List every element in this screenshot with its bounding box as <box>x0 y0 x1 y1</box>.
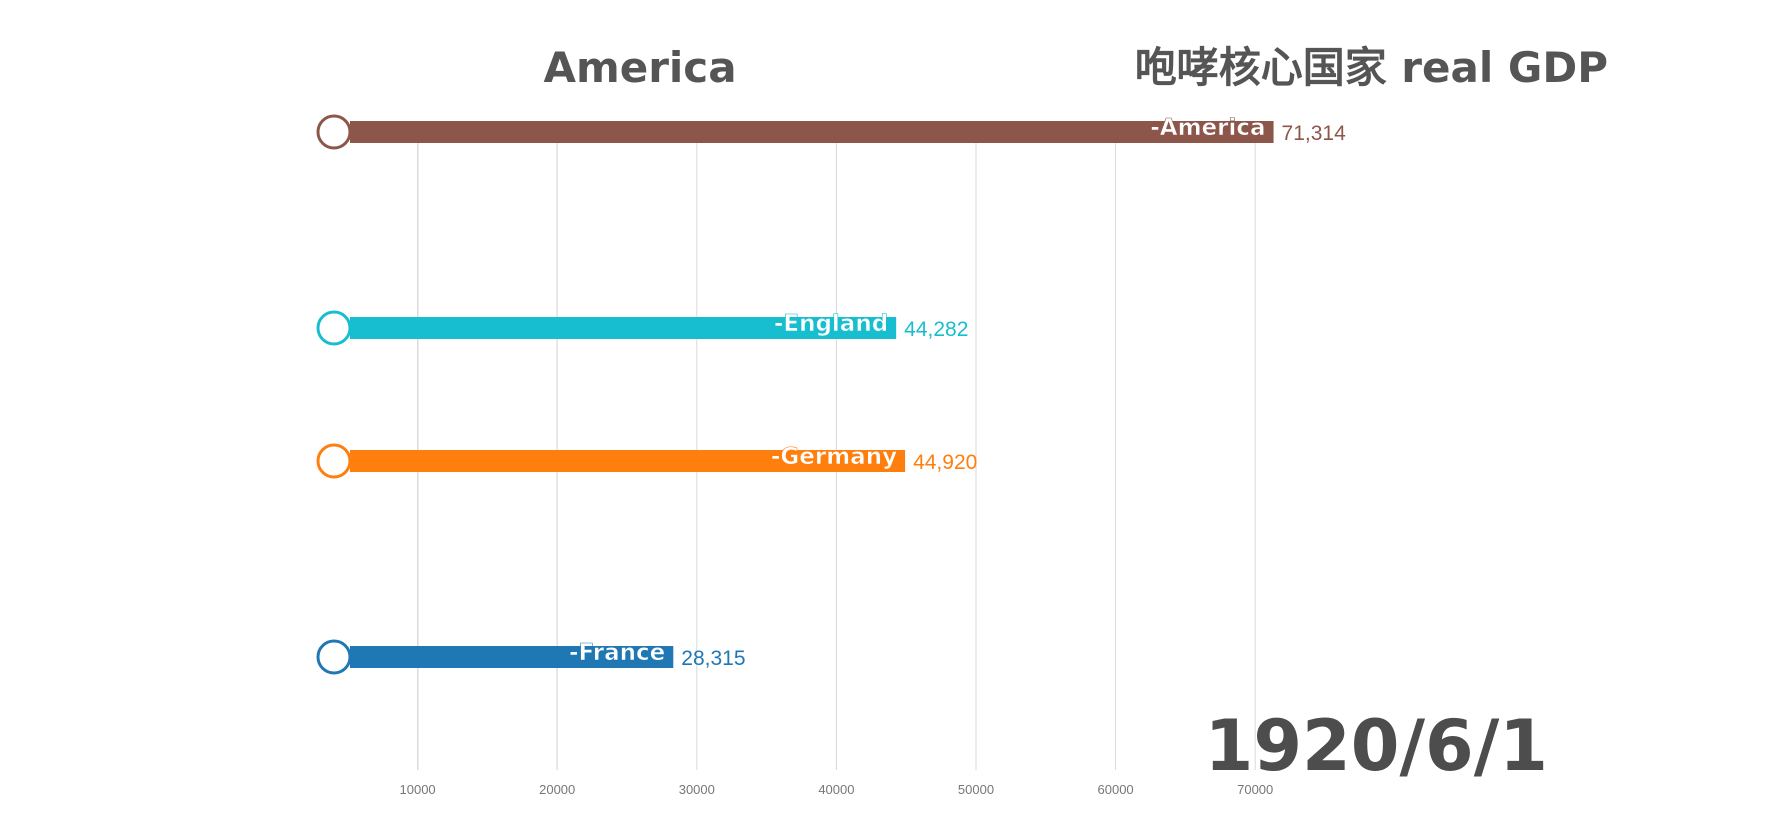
bar <box>350 317 897 339</box>
bar <box>350 646 674 668</box>
bar-name-label: -America <box>1150 115 1265 141</box>
bar-marker <box>316 639 352 675</box>
bar-group: -France 28,315 <box>316 639 746 675</box>
bar-marker <box>316 310 352 346</box>
x-tick-label: 40000 <box>818 782 854 797</box>
bar <box>350 450 906 472</box>
bar-name-label: -Germany <box>771 444 897 470</box>
x-tick-label: 30000 <box>679 782 715 797</box>
bar-group: -England 44,282 <box>316 310 968 346</box>
bar-value-label: 71,314 <box>1282 122 1347 145</box>
x-axis-ticks: 10000 20000 30000 40000 50000 60000 70000 <box>400 782 1274 797</box>
chart-title: 咆哮核心国家 real GDP <box>1135 43 1608 92</box>
bar-name-label: -England <box>774 311 888 337</box>
bar-marker <box>316 443 352 479</box>
leader-label: America <box>543 43 736 92</box>
bar-value-label: 44,920 <box>913 451 977 474</box>
bar-marker <box>316 114 352 150</box>
x-tick-label: 60000 <box>1098 782 1134 797</box>
bar-value-label: 28,315 <box>681 647 745 670</box>
bar-group: -Germany 44,920 <box>316 443 977 479</box>
bar-group: -America 71,314 <box>316 114 1347 150</box>
bar <box>350 121 1274 143</box>
x-tick-label: 10000 <box>400 782 436 797</box>
bar-name-label: -France <box>569 640 665 666</box>
x-tick-label: 20000 <box>539 782 575 797</box>
bars: -America 71,314 -England 44,282 -Germany 44,9… <box>316 114 1347 675</box>
x-tick-label: 50000 <box>958 782 994 797</box>
date-label: 1920/6/1 <box>1205 705 1548 787</box>
bar-value-label: 44,282 <box>904 318 968 341</box>
x-tick-label: 70000 <box>1237 782 1273 797</box>
